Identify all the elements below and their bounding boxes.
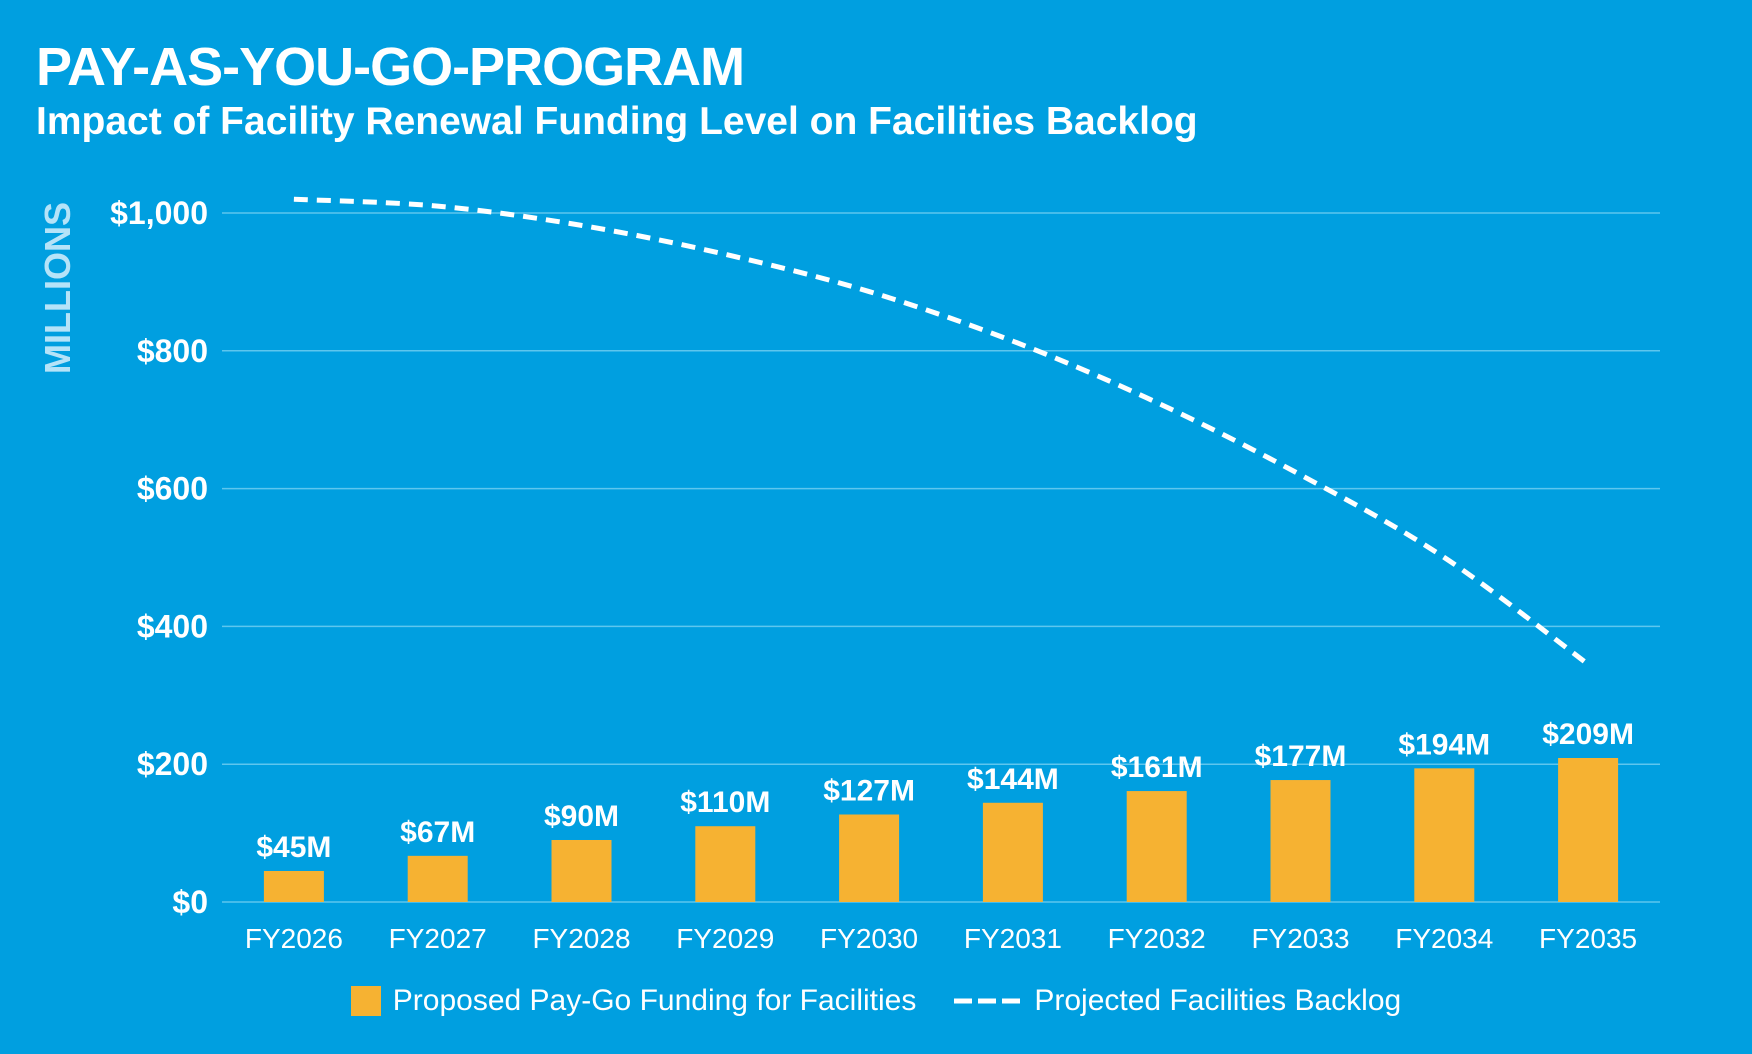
x-tick-label: FY2027 [389, 923, 487, 954]
x-tick-label: FY2035 [1539, 923, 1637, 954]
bar-data-label: $127M [823, 774, 915, 807]
chart-title: PAY-AS-YOU-GO-PROGRAM [36, 37, 745, 97]
legend-dashed-line-swatch [954, 998, 1023, 1004]
legend-line-label: Projected Facilities Backlog [1034, 984, 1402, 1017]
bar-data-label: $161M [1111, 751, 1203, 784]
bar [1270, 780, 1331, 902]
x-axis-ticks: FY2026 FY2027 FY2028 FY2029 FY2030 FY2031 FY20… [245, 923, 1637, 954]
y-axis-ticks: $0 $200 $400 $600 $800 $1,000 [110, 195, 208, 920]
bar-data-label: $90M [544, 800, 619, 833]
y-tick-label: $1,000 [110, 195, 208, 231]
y-tick-label: $800 [137, 333, 208, 369]
y-tick-label: $600 [137, 471, 208, 507]
bar [839, 814, 900, 902]
legend-bar-label: Proposed Pay-Go Funding for Facilities [392, 984, 917, 1017]
x-tick-label: FY2031 [964, 923, 1062, 954]
legend-bar-swatch [350, 986, 381, 1016]
bar [407, 855, 468, 902]
bar [551, 839, 612, 902]
y-tick-label: $200 [137, 746, 208, 782]
bar [982, 802, 1043, 902]
bar-data-labels: $45M $67M $90M $110M $127M $144M $161M $177M $19… [256, 718, 1634, 864]
bar-data-label: $144M [967, 763, 1059, 796]
legend-item-backlog: Projected Facilities Backlog [954, 984, 1401, 1018]
backlog-line [293, 196, 1590, 667]
bar-data-label: $45M [256, 831, 331, 864]
x-tick-label: FY2028 [532, 923, 630, 954]
bar-data-label: $67M [400, 816, 475, 849]
bar-series [263, 757, 1619, 902]
line-series [293, 196, 1590, 667]
y-axis-title: MILLIONS [37, 202, 78, 374]
x-tick-label: FY2033 [1251, 923, 1349, 954]
bar-data-label: $177M [1255, 740, 1347, 773]
bar [263, 870, 324, 902]
bar-data-label: $209M [1542, 718, 1634, 751]
x-tick-label: FY2034 [1395, 923, 1493, 954]
x-tick-label: FY2032 [1108, 923, 1206, 954]
x-tick-label: FY2026 [245, 923, 343, 954]
y-tick-label: $400 [137, 608, 208, 644]
legend-item-funding: Proposed Pay-Go Funding for Facilities [350, 984, 917, 1018]
bar [1558, 757, 1619, 902]
chart-subtitle: Impact of Facility Renewal Funding Level… [36, 100, 1198, 143]
y-tick-label: $0 [172, 884, 208, 920]
x-tick-label: FY2030 [820, 923, 918, 954]
chart-plot: $0 $200 $400 $600 $800 $1,000 MILLIONS $45M $6… [37, 195, 1660, 954]
bar [1414, 768, 1475, 902]
bar-data-label: $194M [1398, 728, 1490, 761]
chart-legend: Proposed Pay-Go Funding for Facilities P… [0, 984, 1752, 1018]
bar-data-label: $110M [680, 786, 770, 819]
bar [1126, 791, 1187, 902]
bar [695, 826, 756, 902]
x-tick-label: FY2029 [676, 923, 774, 954]
